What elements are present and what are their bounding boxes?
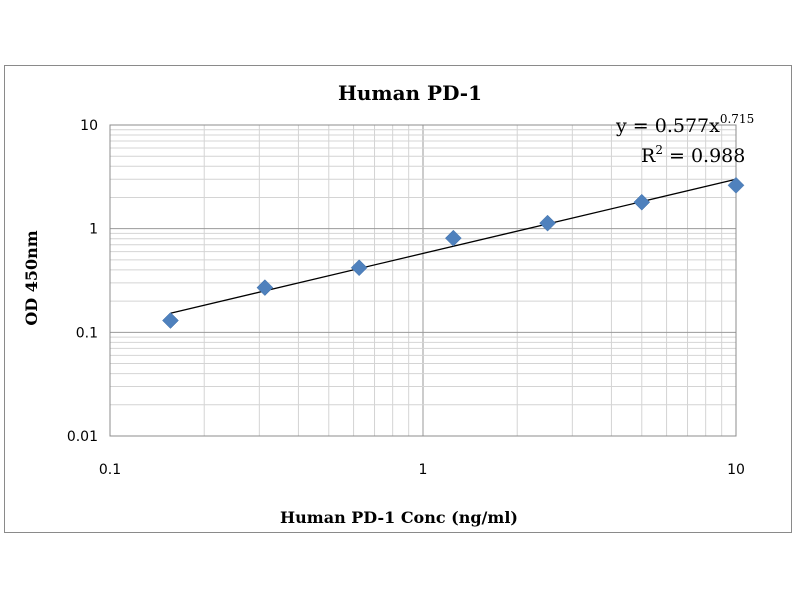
data-point [256, 279, 274, 296]
data-point [727, 176, 745, 194]
y-axis-title: OD 450nm [22, 230, 41, 325]
r2-exponent: 2 [655, 143, 663, 157]
x-axis-title: Human PD-1 Conc (ng/ml) [280, 508, 518, 527]
r2-base: R [641, 145, 656, 167]
r2-value: = 0.988 [663, 145, 745, 167]
x-tick-label: 1 [419, 462, 428, 478]
chart-title: Human PD-1 [338, 81, 482, 105]
y-tick-label: 1 [89, 222, 98, 238]
x-axis-ticks: 0.1 1 10 [99, 462, 745, 478]
data-points [162, 176, 745, 329]
y-tick-label: 0.1 [76, 325, 98, 341]
data-point [350, 259, 368, 277]
trendline-equation: y = 0.577x0.715 [615, 112, 754, 137]
data-point [162, 312, 179, 329]
data-point [633, 193, 651, 211]
equation-base: y = 0.577x [615, 115, 720, 137]
chart: 0.1 1 10 0.01 0.1 1 10 Human PD-1 Human PD-1 … [22, 81, 754, 527]
grid [109, 125, 736, 437]
y-tick-label: 0.01 [67, 429, 98, 445]
equation-exponent: 0.715 [720, 112, 754, 126]
data-point [444, 229, 462, 247]
r-squared-label: R2 = 0.988 [641, 143, 745, 167]
y-axis-ticks: 0.01 0.1 1 10 [67, 118, 98, 445]
chart-frame: 0.1 1 10 0.01 0.1 1 10 Human PD-1 Human PD-1 … [4, 65, 792, 533]
data-point [539, 214, 556, 232]
x-tick-label: 10 [727, 462, 745, 478]
y-tick-label: 10 [80, 118, 98, 134]
x-tick-label: 0.1 [99, 462, 121, 478]
plot-area [109, 124, 737, 437]
